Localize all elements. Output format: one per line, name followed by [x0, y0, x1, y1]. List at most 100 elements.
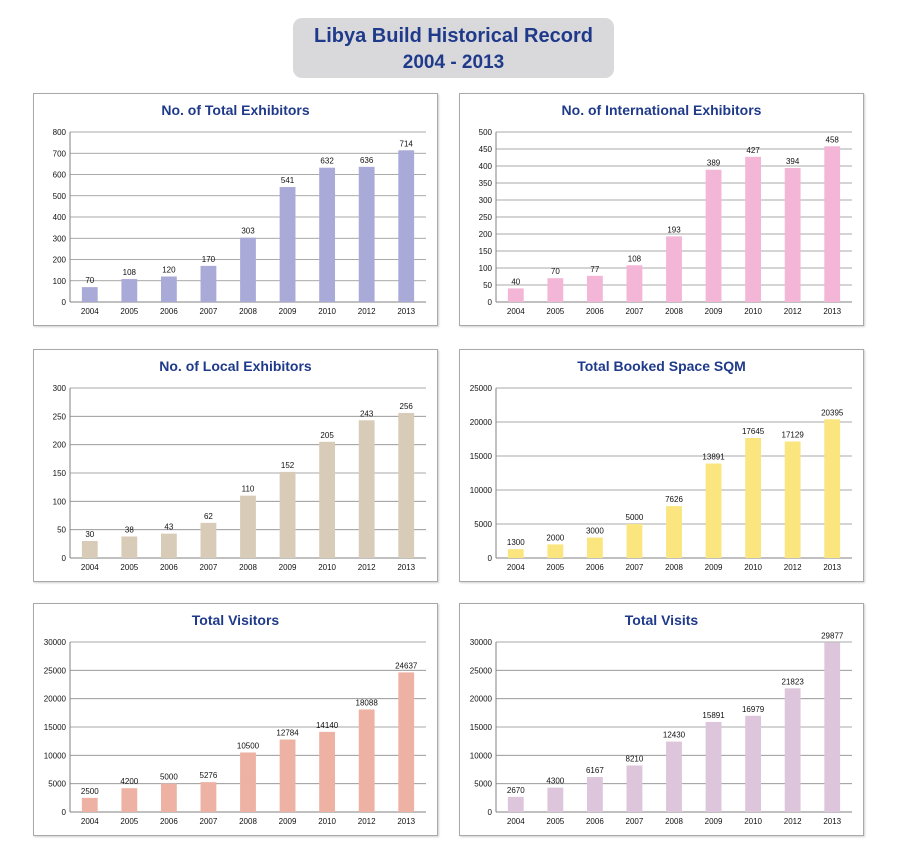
x-tick-label: 2007 [626, 307, 644, 316]
bar [358, 420, 375, 558]
data-label: 6167 [586, 766, 604, 775]
bar [784, 688, 801, 812]
data-label: 427 [746, 146, 760, 155]
data-label: 4300 [546, 777, 564, 786]
y-tick-label: 0 [62, 298, 67, 307]
data-label: 636 [360, 156, 374, 165]
bar [507, 549, 524, 558]
x-tick-label: 2006 [160, 563, 178, 572]
bar [81, 287, 98, 302]
bar [507, 288, 524, 302]
bar [279, 739, 296, 812]
x-tick-label: 2013 [823, 307, 841, 316]
chart-svg: 0 50 100 150 200 250 300 30 2004 38 2005 43 2006 62 20… [53, 384, 426, 572]
x-tick-label: 2007 [626, 817, 644, 826]
y-tick-label: 150 [479, 247, 493, 256]
x-tick-label: 2010 [318, 817, 336, 826]
x-tick-label: 2010 [744, 307, 762, 316]
y-tick-label: 400 [53, 213, 67, 222]
data-label: 632 [320, 157, 334, 166]
bar [279, 187, 296, 302]
y-tick-label: 25000 [470, 666, 493, 675]
data-label: 43 [164, 523, 173, 532]
x-tick-label: 2008 [665, 307, 683, 316]
bar [200, 522, 217, 558]
bar [824, 642, 841, 812]
bar [547, 544, 564, 558]
y-tick-label: 300 [479, 196, 493, 205]
chart-panel-total-exhibitors: No. of Total Exhibitors 0 100 200 300 400 500… [33, 93, 438, 326]
x-tick-label: 2006 [160, 307, 178, 316]
data-label: 458 [826, 135, 840, 144]
bar [358, 166, 375, 302]
chart-panel-total-visits: Total Visits 0 5000 10000 15000 20000 25000 30… [459, 603, 864, 836]
data-label: 18088 [356, 699, 379, 708]
x-tick-label: 2006 [586, 307, 604, 316]
data-label: 16979 [742, 705, 765, 714]
y-tick-label: 300 [53, 234, 67, 243]
chart-title: No. of Total Exhibitors [161, 102, 310, 118]
x-tick-label: 2012 [358, 307, 376, 316]
data-label: 205 [320, 431, 334, 440]
x-tick-label: 2010 [318, 307, 336, 316]
y-tick-label: 5000 [474, 780, 492, 789]
x-tick-label: 2005 [120, 563, 138, 572]
y-tick-label: 100 [53, 497, 67, 506]
chart-title: Total Visitors [191, 612, 280, 628]
bar [586, 537, 603, 558]
data-label: 394 [786, 157, 800, 166]
y-tick-label: 10000 [44, 751, 67, 760]
y-tick-label: 10000 [470, 751, 493, 760]
bar [705, 463, 722, 558]
data-label: 5000 [626, 513, 644, 522]
x-tick-label: 2007 [626, 563, 644, 572]
x-tick-label: 2008 [665, 563, 683, 572]
y-tick-label: 50 [483, 281, 492, 290]
y-tick-label: 400 [479, 162, 493, 171]
data-label: 3000 [586, 527, 604, 536]
data-label: 40 [511, 277, 520, 286]
bar [745, 438, 762, 558]
x-tick-label: 2012 [784, 307, 802, 316]
bar [160, 783, 177, 812]
chart-title: No. of Local Exhibitors [159, 358, 312, 374]
y-tick-label: 30000 [44, 638, 67, 647]
data-label: 8210 [626, 754, 644, 763]
bar [666, 236, 682, 302]
data-label: 170 [202, 255, 216, 264]
data-label: 110 [242, 485, 255, 494]
data-label: 30 [85, 530, 94, 539]
chart-title: Total Visits [624, 612, 699, 628]
data-label: 303 [241, 227, 255, 236]
chart-panel-total-visitors: Total Visitors 0 5000 10000 15000 20000 25000… [33, 603, 438, 836]
y-tick-label: 450 [479, 145, 493, 154]
y-tick-label: 0 [488, 808, 493, 817]
bar [200, 265, 217, 302]
x-tick-label: 2013 [397, 817, 415, 826]
x-tick-label: 2004 [81, 817, 99, 826]
data-label: 14140 [316, 721, 339, 730]
y-tick-label: 200 [53, 256, 67, 265]
y-tick-label: 20000 [470, 418, 493, 427]
data-label: 108 [628, 254, 642, 263]
bar [626, 524, 643, 558]
header-banner: Libya Build Historical Record 2004 - 201… [293, 18, 614, 78]
x-tick-label: 2005 [546, 563, 564, 572]
data-label: 62 [204, 512, 213, 521]
chart-panel-international-exhibitors: No. of International Exhibitors 0 50 100 15… [459, 93, 864, 326]
chart-svg: 0 5000 10000 15000 20000 25000 30000 2670 2004 43… [470, 632, 852, 826]
y-tick-label: 0 [62, 554, 67, 563]
data-label: 120 [162, 266, 176, 275]
x-tick-label: 2007 [200, 817, 218, 826]
y-tick-label: 250 [479, 213, 493, 222]
y-tick-label: 15000 [44, 723, 67, 732]
bar [666, 741, 682, 812]
data-label: 714 [400, 139, 414, 148]
y-tick-label: 600 [53, 171, 67, 180]
x-tick-label: 2007 [200, 563, 218, 572]
y-tick-label: 500 [53, 192, 67, 201]
bar [784, 441, 801, 558]
x-tick-label: 2009 [279, 563, 297, 572]
y-tick-label: 350 [479, 179, 493, 188]
data-label: 389 [707, 159, 721, 168]
